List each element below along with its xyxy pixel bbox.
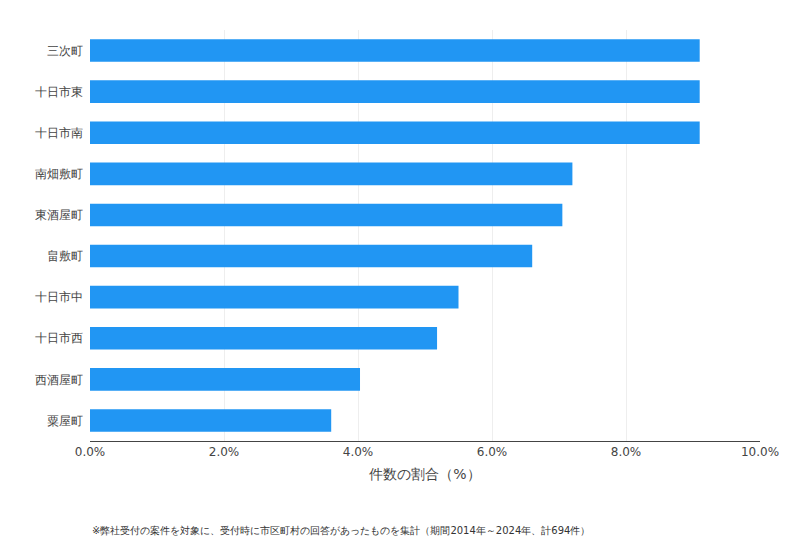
svg-text:十日市中: 十日市中: [35, 290, 83, 304]
svg-text:西酒屋町: 西酒屋町: [35, 373, 83, 387]
svg-text:4.0%: 4.0%: [343, 445, 374, 459]
svg-text:8.0%: 8.0%: [611, 445, 642, 459]
svg-text:南畑敷町: 南畑敷町: [35, 167, 83, 181]
svg-text:東酒屋町: 東酒屋町: [35, 208, 83, 222]
svg-text:十日市西: 十日市西: [35, 331, 83, 345]
svg-text:畠敷町: 畠敷町: [47, 249, 83, 263]
svg-text:※弊社受付の案件を対象に、受付時に市区町村の回答があったもの: ※弊社受付の案件を対象に、受付時に市区町村の回答があったものを集計（期間2014…: [92, 525, 590, 536]
svg-text:十日市南: 十日市南: [35, 126, 83, 140]
svg-text:十日市東: 十日市東: [35, 85, 83, 99]
svg-text:粟屋町: 粟屋町: [47, 414, 83, 428]
svg-text:件数の割合（%）: 件数の割合（%）: [369, 466, 480, 482]
svg-text:2.0%: 2.0%: [209, 445, 240, 459]
svg-text:10.0%: 10.0%: [741, 445, 779, 459]
svg-text:三次町: 三次町: [47, 44, 83, 58]
svg-text:0.0%: 0.0%: [75, 445, 106, 459]
svg-text:6.0%: 6.0%: [477, 445, 508, 459]
